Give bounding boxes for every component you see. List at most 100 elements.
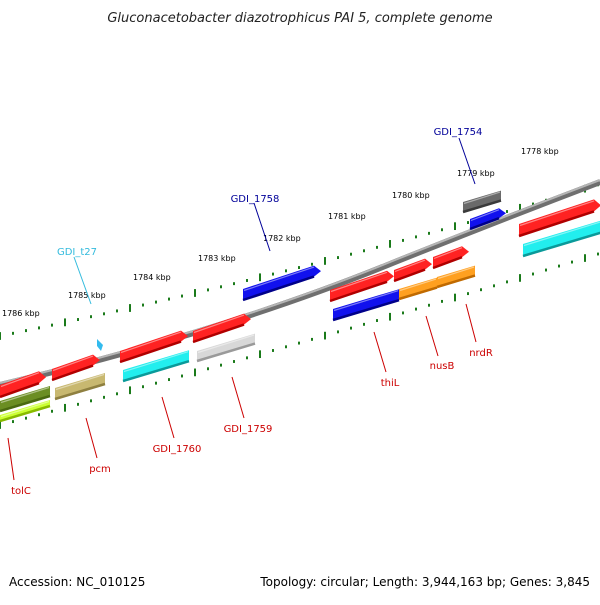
- leader-lines: [7, 137, 477, 481]
- feature-gdi1758-blue-edge: [242, 275, 315, 302]
- gene-label-tolC: tolC: [11, 486, 31, 497]
- gene-label-GDI_1760: GDI_1760: [153, 444, 202, 455]
- feature-gdi1760-red: [120, 330, 188, 362]
- gene-label-GDI_t27: GDI_t27: [57, 247, 97, 258]
- feature-thiL-blue-highlight: [333, 290, 399, 312]
- gene-label-nrdR: nrdR: [469, 348, 493, 359]
- feature-thiL-blue: [333, 289, 399, 320]
- feature-gdi1760-cyan-highlight: [123, 351, 189, 373]
- outer-kbp-ring: [0, 183, 599, 340]
- kbp-label-1781: 1781 kbp: [328, 212, 366, 221]
- feature-nusB-red: [394, 258, 432, 281]
- feature-gdi1754-gray-highlight: [463, 191, 501, 205]
- feature-nrdR-red: [433, 246, 469, 268]
- feature-gdi1759-gray-edge: [196, 342, 256, 363]
- kbp-label-1778: 1778 kbp: [521, 147, 559, 156]
- gene-label-pcm: pcm: [89, 464, 111, 475]
- feature-nusB-orange-highlight: [399, 278, 437, 292]
- feature-nusB-red-highlight: [394, 259, 426, 273]
- leader-GDI_1758: [253, 202, 271, 252]
- kbp-label-1782: 1782 kbp: [263, 234, 301, 243]
- feature-right-cyan: [523, 220, 600, 256]
- kbp-label-1784: 1784 kbp: [133, 273, 171, 282]
- feature-nusB-orange: [399, 277, 437, 299]
- feature-pcm-khaki-highlight: [55, 373, 105, 391]
- gene-label-GDI_1754: GDI_1754: [434, 127, 483, 138]
- feature-gdi1758-blue-highlight: [243, 266, 315, 292]
- genome-summary-text: Topology: circular; Length: 3,944,163 bp…: [259, 575, 590, 589]
- feature-thiL-red-highlight: [330, 271, 388, 293]
- feature-right-cyan-highlight: [523, 221, 600, 247]
- map-title: Gluconacetobacter diazotrophicus PAI 5, …: [107, 11, 492, 26]
- feature-gdi1760-cyan: [123, 350, 189, 381]
- feature-nrdR-orange-highlight: [437, 266, 475, 280]
- kbp-labels: 1786 kbp 1785 kbp 1784 kbp 1783 kbp 1782…: [2, 147, 559, 318]
- backbone-highlight: [0, 179, 600, 384]
- gene-labels: tolC pcm GDI_1760 GDI_1759 thiL nusB nrd…: [11, 127, 493, 497]
- leader-GDI_1754: [458, 137, 476, 185]
- feature-gdi1754-blue: [470, 208, 506, 229]
- feature-right-cyan-edge: [522, 231, 600, 258]
- feature-lime-highlight: [0, 400, 50, 418]
- leader-pcm: [85, 417, 98, 459]
- gene-label-GDI_1759: GDI_1759: [224, 424, 273, 435]
- feature-nrdR-red-edge: [432, 256, 463, 270]
- feature-tolC-red-highlight: [0, 372, 40, 388]
- feature-gdi1760-red-highlight: [120, 331, 182, 354]
- accession-text: Accession: NC_010125: [9, 575, 145, 589]
- feature-pcm-khaki-edge: [54, 382, 106, 401]
- feature-gdi1754-gray-edge: [462, 199, 502, 214]
- leader-tolC: [7, 437, 15, 481]
- leader-GDI_t27: [73, 256, 92, 305]
- kbp-label-1779: 1779 kbp: [457, 169, 495, 178]
- leader-nrdR: [465, 303, 477, 343]
- feature-gdi1759-gray: [197, 333, 255, 361]
- feature-right-red-highlight: [519, 200, 595, 227]
- leader-nusB: [425, 315, 439, 357]
- feature-gdi1759-red: [193, 313, 251, 342]
- feature-thiL-blue-edge: [332, 299, 400, 322]
- feature-gdi1754-blue-edge: [469, 217, 500, 231]
- feature-pcm-red-edge: [51, 364, 94, 382]
- kbp-label-1780: 1780 kbp: [392, 191, 430, 200]
- feature-nusB-orange-edge: [398, 286, 438, 301]
- feature-tolC-red-edge: [0, 382, 40, 399]
- feature-nusB-red-edge: [393, 268, 426, 283]
- feature-gdi1758-blue: [243, 265, 321, 300]
- feature-right-red: [519, 199, 600, 236]
- gene-label-thiL: thiL: [381, 378, 400, 389]
- feature-pcm-khaki: [55, 373, 105, 399]
- backbone-line: [0, 179, 600, 388]
- feature-nrdR-orange: [437, 265, 475, 287]
- leader-GDI_1760: [161, 396, 175, 439]
- feature-tolC-red: [0, 371, 46, 397]
- feature-olive-edge: [0, 394, 51, 413]
- gene-label-nusB: nusB: [430, 361, 455, 372]
- inner-tick-ring: [0, 252, 599, 429]
- trna-marker: [97, 339, 103, 351]
- feature-gdi1759-red-highlight: [193, 314, 245, 334]
- leader-GDI_1759: [231, 376, 245, 419]
- feature-olive: [0, 386, 50, 411]
- feature-pcm-red: [52, 354, 100, 380]
- feature-right-red-edge: [518, 210, 595, 238]
- feature-lime-edge: [0, 404, 51, 423]
- kbp-label-1785: 1785 kbp: [68, 291, 106, 300]
- kbp-label-1786: 1786 kbp: [2, 309, 40, 318]
- feature-gdi1754-blue-highlight: [470, 209, 500, 222]
- feature-gdi1759-red-edge: [192, 323, 245, 344]
- feature-thiL-red: [330, 270, 394, 301]
- gene-label-GDI_1758: GDI_1758: [231, 194, 280, 205]
- feature-pcm-red-highlight: [52, 355, 94, 372]
- feature-thiL-red-edge: [329, 280, 388, 303]
- feature-gdi1760-cyan-edge: [122, 360, 190, 383]
- feature-gdi1759-gray-highlight: [197, 334, 255, 354]
- gene-features: [0, 190, 600, 423]
- feature-gdi1754-gray: [463, 190, 501, 212]
- genome-backbone: [0, 179, 600, 388]
- feature-nrdR-red-highlight: [433, 247, 463, 260]
- feature-gdi1760-red-edge: [119, 340, 182, 364]
- feature-nrdR-orange-edge: [436, 274, 476, 289]
- feature-olive-highlight: [0, 386, 50, 404]
